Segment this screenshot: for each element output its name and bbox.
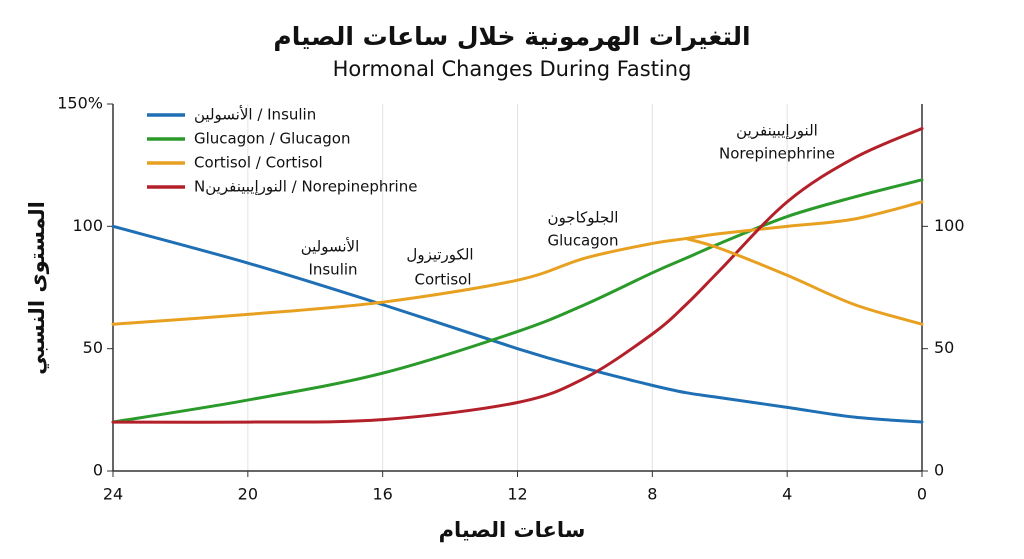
y-tick-label: 100: [72, 216, 103, 235]
annotation: Cortisol: [414, 271, 471, 289]
y-tick-label: 0: [93, 461, 103, 480]
annotation: الأنسولين: [301, 237, 360, 256]
x-tick-label: 20: [238, 485, 258, 504]
annotation: النورإيبينفرين: [736, 122, 818, 140]
legend-label: Cortisol / Cortisol: [194, 154, 323, 172]
x-axis-label: ساعات الصيام: [439, 518, 586, 542]
x-tick-label: 8: [647, 485, 657, 504]
line-series: [111, 200, 924, 326]
annotation: Norepinephrine: [719, 145, 835, 163]
legend-label: Nالنورإيبينفرين / Norepinephrine: [194, 178, 417, 196]
annotation: الجلوكاجون: [548, 209, 619, 227]
legend-label: الأنسولين / Insulin: [194, 105, 316, 124]
line-series: [111, 224, 924, 424]
y2-tick-label: 0: [934, 461, 944, 480]
y-tick-label: 150%: [57, 94, 103, 113]
x-tick-label: 24: [103, 485, 123, 504]
x-tick-label: 4: [782, 485, 792, 504]
line-series: [684, 237, 924, 326]
x-tick-label: 16: [372, 485, 392, 504]
chart-title: التغيرات الهرمونية خلال ساعات الصيام: [273, 22, 750, 52]
line-series: [111, 126, 924, 424]
y2-tick-label: 50: [934, 338, 954, 357]
legend-label: Glucagon / Glucagon: [194, 130, 350, 148]
annotation: Glucagon: [548, 232, 619, 250]
line-series: [111, 178, 924, 424]
x-tick-label: 12: [507, 485, 527, 504]
y-axis-label: المستوى النسبي: [25, 201, 49, 375]
annotation: Insulin: [308, 261, 357, 279]
annotation: الكورتيزول: [406, 246, 473, 264]
x-tick-label: 0: [917, 485, 927, 504]
chart-subtitle: Hormonal Changes During Fasting: [333, 57, 692, 81]
y-tick-label: 50: [83, 338, 103, 357]
y2-tick-label: 100: [934, 216, 965, 235]
